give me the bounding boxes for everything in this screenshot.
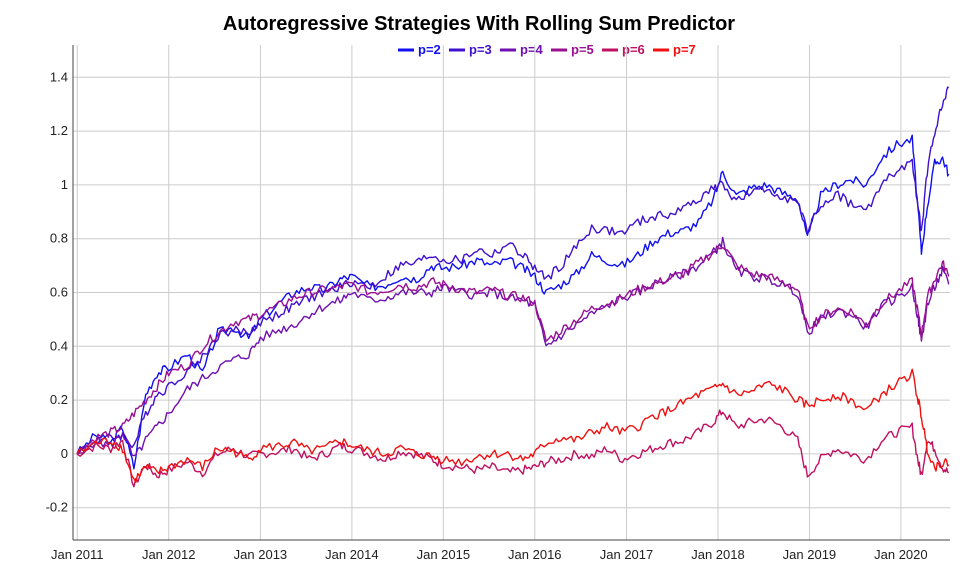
axes xyxy=(72,45,950,541)
x-tick-label: Jan 2017 xyxy=(600,547,654,562)
y-tick-label: 0.8 xyxy=(50,231,68,246)
series-line-p-7 xyxy=(76,368,950,483)
x-tick-label: Jan 2015 xyxy=(417,547,471,562)
y-tick-label: 1 xyxy=(61,177,68,192)
x-tick-label: Jan 2014 xyxy=(325,547,379,562)
y-tick-label: -0.2 xyxy=(46,500,68,515)
y-tick-label: 0.2 xyxy=(50,392,68,407)
x-axis-ticks: Jan 2011 Jan 2012 Jan 2013 Jan 2014 Jan 2015… xyxy=(51,547,928,562)
legend: p=2 p=3 p=4 p=5 p=6 p=7 xyxy=(398,42,696,57)
legend-label: p=7 xyxy=(673,42,696,57)
legend-label: p=4 xyxy=(520,42,544,57)
legend-label: p=2 xyxy=(418,42,441,57)
grid xyxy=(73,45,950,540)
x-tick-label: Jan 2011 xyxy=(51,547,104,562)
series-line-p-6 xyxy=(76,409,950,488)
y-axis-ticks: -0.2 0 0.2 0.4 0.6 0.8 1 1.2 1.4 xyxy=(46,69,68,514)
series-line-p-3 xyxy=(76,86,950,455)
x-tick-label: Jan 2016 xyxy=(508,547,562,562)
x-tick-label: Jan 2012 xyxy=(142,547,196,562)
series-group xyxy=(76,86,950,488)
legend-label: p=5 xyxy=(571,42,594,57)
y-tick-label: 0.4 xyxy=(50,338,68,353)
legend-label: p=3 xyxy=(469,42,492,57)
x-tick-label: Jan 2019 xyxy=(783,547,837,562)
y-tick-label: 1.2 xyxy=(50,123,68,138)
series-line-p-5 xyxy=(76,245,950,455)
legend-label: p=6 xyxy=(622,42,645,57)
x-tick-label: Jan 2018 xyxy=(691,547,745,562)
y-tick-label: 0.6 xyxy=(50,285,68,300)
x-tick-label: Jan 2020 xyxy=(874,547,928,562)
y-tick-label: 1.4 xyxy=(50,69,68,84)
y-tick-label: 0 xyxy=(61,446,68,461)
x-tick-label: Jan 2013 xyxy=(234,547,288,562)
chart-title: Autoregressive Strategies With Rolling S… xyxy=(223,13,735,35)
